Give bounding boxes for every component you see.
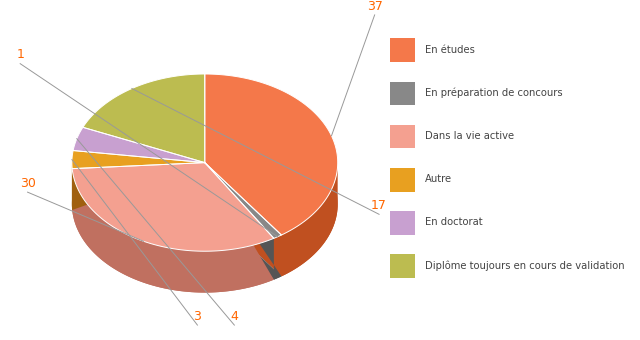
FancyBboxPatch shape bbox=[390, 211, 415, 235]
Text: 4: 4 bbox=[230, 310, 238, 323]
FancyBboxPatch shape bbox=[390, 82, 415, 105]
Polygon shape bbox=[205, 163, 282, 280]
Polygon shape bbox=[72, 163, 274, 293]
Polygon shape bbox=[72, 151, 205, 169]
Polygon shape bbox=[73, 127, 205, 163]
Text: Autre: Autre bbox=[426, 174, 452, 184]
Polygon shape bbox=[72, 163, 205, 210]
Polygon shape bbox=[205, 204, 282, 280]
Polygon shape bbox=[72, 163, 274, 251]
Text: Diplôme toujours en cours de validation: Diplôme toujours en cours de validation bbox=[426, 260, 625, 271]
Text: 37: 37 bbox=[367, 0, 383, 13]
Text: 3: 3 bbox=[193, 310, 202, 323]
FancyBboxPatch shape bbox=[390, 254, 415, 278]
Text: En préparation de concours: En préparation de concours bbox=[426, 87, 563, 98]
Polygon shape bbox=[205, 163, 282, 238]
FancyBboxPatch shape bbox=[390, 168, 415, 192]
Polygon shape bbox=[73, 169, 205, 204]
Text: Dans la vie active: Dans la vie active bbox=[426, 131, 515, 141]
FancyBboxPatch shape bbox=[390, 125, 415, 149]
Polygon shape bbox=[72, 204, 274, 293]
Text: 30: 30 bbox=[20, 177, 35, 190]
Polygon shape bbox=[282, 165, 338, 276]
Text: 17: 17 bbox=[371, 199, 387, 212]
Polygon shape bbox=[205, 74, 338, 235]
Text: En doctorat: En doctorat bbox=[426, 217, 483, 227]
Text: En études: En études bbox=[426, 45, 476, 54]
Polygon shape bbox=[72, 192, 205, 210]
Polygon shape bbox=[83, 115, 205, 204]
Text: 1: 1 bbox=[16, 48, 24, 61]
Polygon shape bbox=[205, 115, 338, 276]
FancyBboxPatch shape bbox=[390, 38, 415, 62]
Polygon shape bbox=[83, 74, 205, 163]
